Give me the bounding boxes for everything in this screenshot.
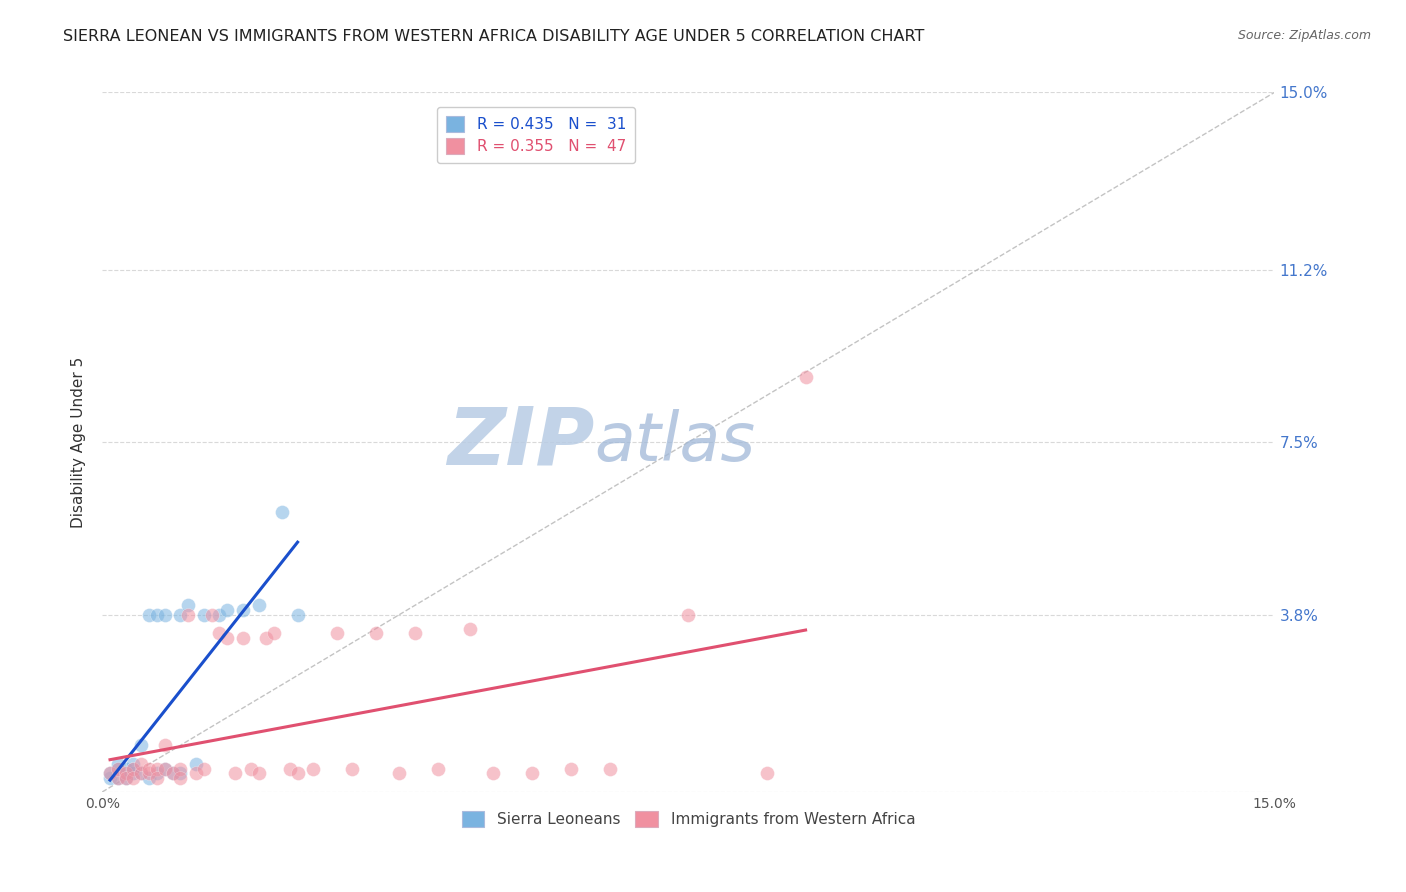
Point [114,762,136,776]
Text: Source: ZipAtlas.com: Source: ZipAtlas.com [1237,29,1371,42]
Point [217,603,239,617]
Point [153,762,176,776]
Point [271,505,294,519]
Point [427,762,450,776]
Point [122,766,145,780]
Point [208,626,231,640]
Point [153,739,176,753]
Point [169,762,191,776]
Point [169,771,191,785]
Point [254,631,277,645]
Point [138,762,160,776]
Point [122,771,145,785]
Point [98,771,121,785]
Text: SIERRA LEONEAN VS IMMIGRANTS FROM WESTERN AFRICA DISABILITY AGE UNDER 5 CORRELAT: SIERRA LEONEAN VS IMMIGRANTS FROM WESTER… [63,29,925,44]
Point [278,762,301,776]
Point [138,766,160,780]
Point [107,762,129,776]
Point [107,771,129,785]
Point [208,607,231,622]
Point [138,771,160,785]
Point [247,599,270,613]
Point [146,762,169,776]
Point [122,762,145,776]
Point [325,626,347,640]
Point [114,771,136,785]
Y-axis label: Disability Age Under 5: Disability Age Under 5 [72,357,86,528]
Point [107,762,129,776]
Point [404,626,426,640]
Point [263,626,285,640]
Point [146,607,169,622]
Point [482,766,505,780]
Point [177,599,200,613]
Point [169,607,191,622]
Text: atlas: atlas [595,409,755,475]
Point [153,762,176,776]
Point [678,607,700,622]
Point [193,762,215,776]
Point [153,607,176,622]
Point [232,603,254,617]
Point [184,756,207,771]
Point [201,607,224,622]
Point [224,766,246,780]
Point [107,756,129,771]
Point [107,771,129,785]
Point [162,766,184,780]
Point [114,766,136,780]
Point [794,369,817,384]
Text: ZIP: ZIP [447,403,595,481]
Point [122,756,145,771]
Point [129,756,152,771]
Point [122,762,145,776]
Point [169,766,191,780]
Point [520,766,543,780]
Point [560,762,582,776]
Point [232,631,254,645]
Point [98,766,121,780]
Point [217,631,239,645]
Point [129,766,152,780]
Point [146,771,169,785]
Point [364,626,387,640]
Point [162,766,184,780]
Point [755,766,778,780]
Point [138,607,160,622]
Point [342,762,364,776]
Point [239,762,262,776]
Point [458,622,481,636]
Point [193,607,215,622]
Point [599,762,621,776]
Point [146,766,169,780]
Point [247,766,270,780]
Point [177,607,200,622]
Point [302,762,325,776]
Legend: Sierra Leoneans, Immigrants from Western Africa: Sierra Leoneans, Immigrants from Western… [456,805,921,833]
Point [129,766,152,780]
Point [114,771,136,785]
Point [184,766,207,780]
Point [287,766,309,780]
Point [98,766,121,780]
Point [388,766,411,780]
Point [114,766,136,780]
Point [287,607,309,622]
Point [129,739,152,753]
